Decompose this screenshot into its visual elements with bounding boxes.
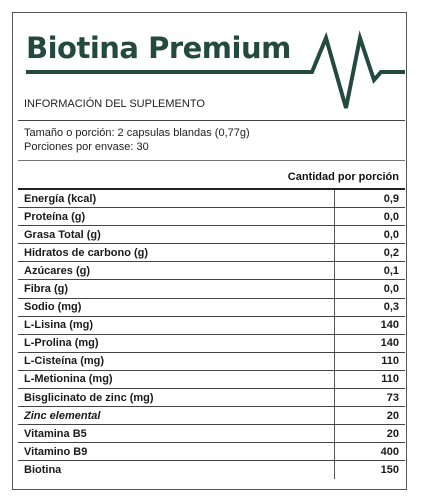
nutrient-value: 73: [334, 388, 405, 408]
nutrient-name: Energía (kcal): [18, 190, 335, 209]
pulse-line-icon: [26, 30, 405, 109]
nutrient-value: 20: [334, 406, 405, 426]
nutrient-value: 0,0: [334, 207, 405, 227]
column-header: Cantidad por porción: [287, 171, 399, 183]
divider-serving: [18, 160, 405, 161]
table-row: Bisglicinato de zinc (mg) 73: [18, 388, 405, 408]
serving-info: Tamaño o porción: 2 capsulas blandas (0,…: [24, 126, 250, 154]
nutrient-name: Sodio (mg): [18, 298, 335, 317]
table-row: L-Lisina (mg) 140: [18, 316, 405, 335]
nutrient-value: 0,2: [334, 243, 405, 263]
nutrient-value: 20: [334, 424, 405, 444]
table-row: Sodio (mg) 0,3: [18, 298, 405, 317]
nutrient-value: 140: [334, 334, 405, 353]
divider-header: [18, 120, 405, 121]
table-row: L-Metionina (mg) 110: [18, 370, 405, 390]
table-row: Hidratos de carbono (g) 0,2: [18, 243, 405, 263]
nutrient-name: Vitamino B9: [18, 442, 335, 462]
serving-size: Tamaño o porción: 2 capsulas blandas (0,…: [24, 127, 250, 139]
nutrient-value: 0,1: [334, 261, 405, 281]
table-row: L-Cisteína (mg) 110: [18, 352, 405, 371]
servings-per-container: Porciones por envase: 30: [24, 141, 149, 153]
nutrient-name: Zinc elemental: [18, 406, 335, 426]
table-row: Energía (kcal) 0,9: [18, 190, 405, 209]
table-row: Vitamina B5 20: [18, 424, 405, 444]
table-row: Vitamino B9 400: [18, 442, 405, 462]
nutrient-value: 140: [334, 316, 405, 335]
nutrient-name: Fibra (g): [18, 279, 335, 299]
nutrient-value: 0,9: [334, 190, 405, 209]
nutrient-name: Grasa Total (g): [18, 225, 335, 245]
nutrient-name: L-Prolina (mg): [18, 334, 335, 353]
nutrient-value: 0,0: [334, 225, 405, 245]
nutrient-name: L-Metionina (mg): [18, 370, 335, 390]
section-subtitle: INFORMACIÓN DEL SUPLEMENTO: [24, 98, 205, 110]
nutrient-value: 0,0: [334, 279, 405, 299]
nutrient-name: Proteína (g): [18, 207, 335, 227]
table-row: Grasa Total (g) 0,0: [18, 225, 405, 245]
nutrient-value: 110: [334, 370, 405, 390]
nutrient-name: Hidratos de carbono (g): [18, 243, 335, 263]
nutrient-name: L-Lisina (mg): [18, 316, 335, 335]
nutrient-value: 400: [334, 442, 405, 462]
nutrient-name: Azúcares (g): [18, 261, 335, 281]
nutrition-table: Energía (kcal) 0,9 Proteína (g) 0,0 Grasa To…: [18, 190, 405, 479]
table-row: L-Prolina (mg) 140: [18, 334, 405, 353]
table-row: Azúcares (g) 0,1: [18, 261, 405, 281]
nutrient-name: Bisglicinato de zinc (mg): [18, 388, 335, 408]
nutrient-name: L-Cisteína (mg): [18, 352, 335, 371]
nutrient-name: Vitamina B5: [18, 424, 335, 444]
nutrient-name: Biotina: [18, 460, 335, 479]
table-row: Fibra (g) 0,0: [18, 279, 405, 299]
table-row: Proteína (g) 0,0: [18, 207, 405, 227]
table-row: Zinc elemental 20: [18, 406, 405, 426]
table-row: Biotina 150: [18, 460, 405, 479]
product-title: Biotina Premium: [26, 31, 291, 65]
divider-table-top: [18, 188, 405, 190]
nutrient-value: 110: [334, 352, 405, 371]
nutrient-value: 0,3: [334, 298, 405, 317]
label-frame: [12, 12, 407, 490]
nutrient-value: 150: [380, 463, 399, 476]
